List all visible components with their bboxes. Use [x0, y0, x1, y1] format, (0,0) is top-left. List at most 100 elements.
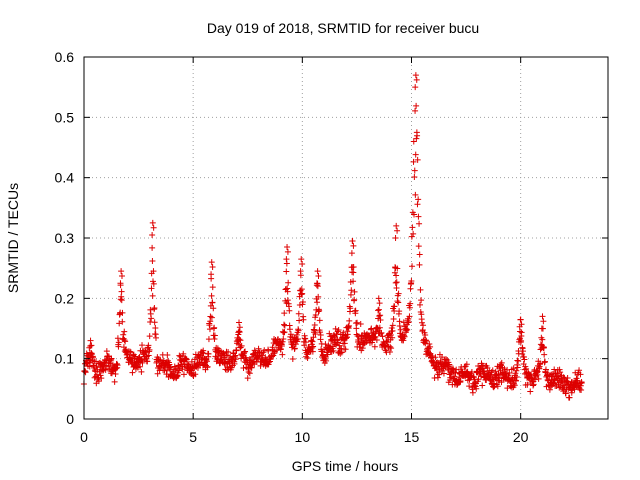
data-point — [363, 338, 370, 345]
data-point — [506, 369, 513, 376]
data-point — [347, 305, 354, 312]
data-point — [149, 257, 156, 264]
data-point — [245, 369, 252, 376]
data-point — [148, 315, 155, 322]
data-point — [453, 366, 460, 373]
data-point — [151, 319, 158, 326]
data-point — [119, 309, 126, 316]
data-point — [336, 342, 343, 349]
data-point — [393, 279, 400, 286]
data-point — [277, 346, 284, 353]
data-point — [310, 343, 317, 350]
data-point — [204, 363, 211, 370]
data-point — [149, 219, 156, 226]
data-point — [351, 296, 358, 303]
data-point — [539, 336, 546, 343]
data-point — [400, 337, 407, 344]
data-point — [209, 299, 216, 306]
data-point — [378, 329, 385, 336]
data-point — [150, 280, 157, 287]
data-point — [414, 201, 421, 208]
y-tick-label: 0 — [66, 411, 74, 427]
data-point — [515, 358, 522, 365]
data-point — [390, 316, 397, 323]
data-point — [388, 324, 395, 331]
data-point — [129, 369, 136, 376]
data-point — [388, 345, 395, 352]
data-point — [150, 278, 157, 285]
data-point — [295, 310, 302, 317]
axis-ticks: 0 5 10 15 20 0 0.1 0.2 0.3 0.4 0.5 0.6 — [55, 49, 608, 445]
data-point — [278, 342, 285, 349]
data-point — [376, 313, 383, 320]
data-point — [289, 356, 296, 363]
data-point — [163, 367, 170, 374]
data-point — [192, 371, 199, 378]
data-point — [286, 307, 293, 314]
data-point — [350, 269, 357, 276]
data-point — [392, 235, 399, 241]
data-point — [279, 351, 286, 358]
data-point — [97, 372, 104, 379]
data-point — [498, 359, 505, 366]
data-point — [208, 259, 215, 266]
data-point — [338, 349, 345, 356]
data-point — [316, 307, 323, 314]
data-point — [309, 348, 316, 355]
data-point — [389, 327, 396, 334]
data-point — [373, 336, 380, 343]
data-point — [281, 321, 288, 328]
data-point — [298, 256, 305, 263]
data-point — [317, 329, 324, 336]
data-point — [562, 390, 569, 397]
data-point — [413, 102, 420, 109]
data-point — [146, 333, 153, 340]
data-point — [296, 317, 303, 324]
data-point — [352, 307, 359, 314]
data-point — [408, 277, 415, 284]
data-point — [406, 313, 413, 320]
data-point — [164, 352, 171, 359]
data-point — [391, 269, 398, 276]
data-point — [87, 343, 94, 350]
y-tick-label: 0.6 — [55, 49, 75, 65]
data-point — [88, 342, 95, 349]
data-point — [244, 375, 251, 382]
x-tick-label: 5 — [189, 429, 197, 445]
data-point — [393, 272, 400, 279]
data-point — [209, 284, 216, 291]
data-point — [203, 358, 210, 365]
data-point — [98, 375, 105, 382]
data-point — [324, 351, 331, 358]
data-point — [108, 355, 115, 362]
data-point — [480, 368, 487, 375]
data-point — [416, 251, 423, 258]
data-point — [121, 328, 128, 335]
data-point — [223, 352, 230, 359]
data-point — [384, 339, 391, 346]
data-point — [283, 268, 290, 275]
data-point — [415, 243, 422, 250]
data-point — [299, 290, 306, 297]
data-point — [240, 365, 247, 372]
data-point — [426, 351, 433, 358]
data-point — [404, 326, 411, 333]
data-point — [299, 260, 306, 267]
data-point — [286, 326, 293, 333]
data-point — [302, 339, 309, 346]
data-point — [123, 351, 130, 358]
data-point — [391, 303, 398, 310]
data-point — [280, 329, 287, 336]
data-point — [434, 374, 441, 381]
data-point — [206, 326, 213, 333]
data-point — [417, 286, 424, 293]
data-point — [255, 345, 262, 352]
data-point — [138, 368, 145, 375]
data-point — [137, 363, 144, 370]
data-point — [420, 322, 427, 329]
data-point — [180, 350, 187, 357]
data-point — [530, 381, 537, 388]
data-point — [103, 348, 110, 355]
data-point — [353, 325, 360, 332]
data-point — [95, 378, 102, 385]
